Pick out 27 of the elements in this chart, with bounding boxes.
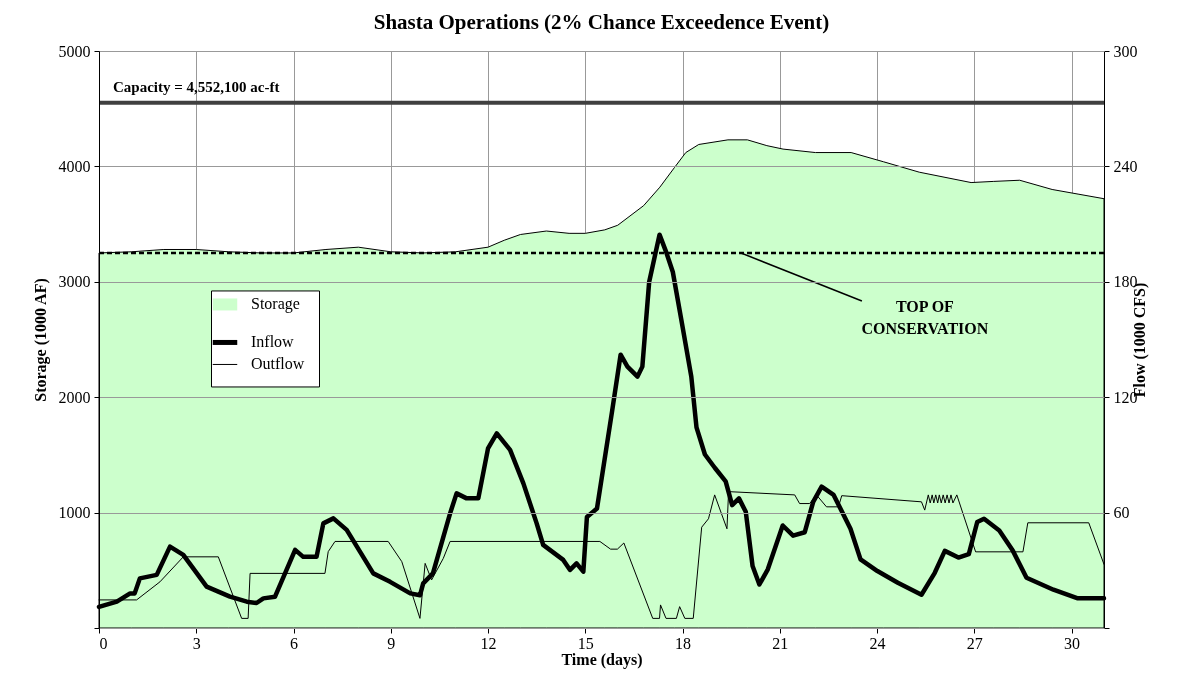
y2-tick-label: 240 xyxy=(1113,157,1138,175)
x-axis-title: Time (days) xyxy=(561,650,643,669)
y-axis-title: Storage (1000 AF) xyxy=(31,278,50,402)
x-tick-label: 0 xyxy=(99,634,108,652)
x-tick-label: 30 xyxy=(1064,634,1081,652)
y2-tick-label: 60 xyxy=(1113,504,1130,522)
y-tick-label: 1000 xyxy=(58,504,91,522)
series-label: Storage xyxy=(251,295,300,314)
x-tick-label: 24 xyxy=(869,634,886,652)
x-tick-label: 3 xyxy=(192,634,201,652)
ref-line-label: Capacity = 4,552,100 ac-ft xyxy=(113,78,280,95)
y-tick-label: 3000 xyxy=(58,273,91,291)
x-tick-label: 9 xyxy=(387,634,396,652)
y-tick-label: 5000 xyxy=(58,42,91,60)
x-tick-label: 6 xyxy=(290,634,299,652)
x-tick-label: 18 xyxy=(675,634,692,652)
y-tick-label: 4000 xyxy=(58,157,91,175)
x-tick-label: 12 xyxy=(480,634,497,652)
annotation: TOP OF CONSERVATION xyxy=(861,297,989,337)
x-tick-label: 21 xyxy=(772,634,789,652)
x-tick-label: 15 xyxy=(577,634,594,652)
legend-label: Outflow xyxy=(251,355,305,373)
x-tick-label: 27 xyxy=(966,634,983,652)
y-tick-label: 2000 xyxy=(58,388,91,406)
y2-tick-label: 300 xyxy=(1113,42,1138,60)
chart-title: Shasta Operations (2% Chance Exceedence Event) xyxy=(373,10,830,34)
legend-label: Inflow xyxy=(251,333,295,351)
